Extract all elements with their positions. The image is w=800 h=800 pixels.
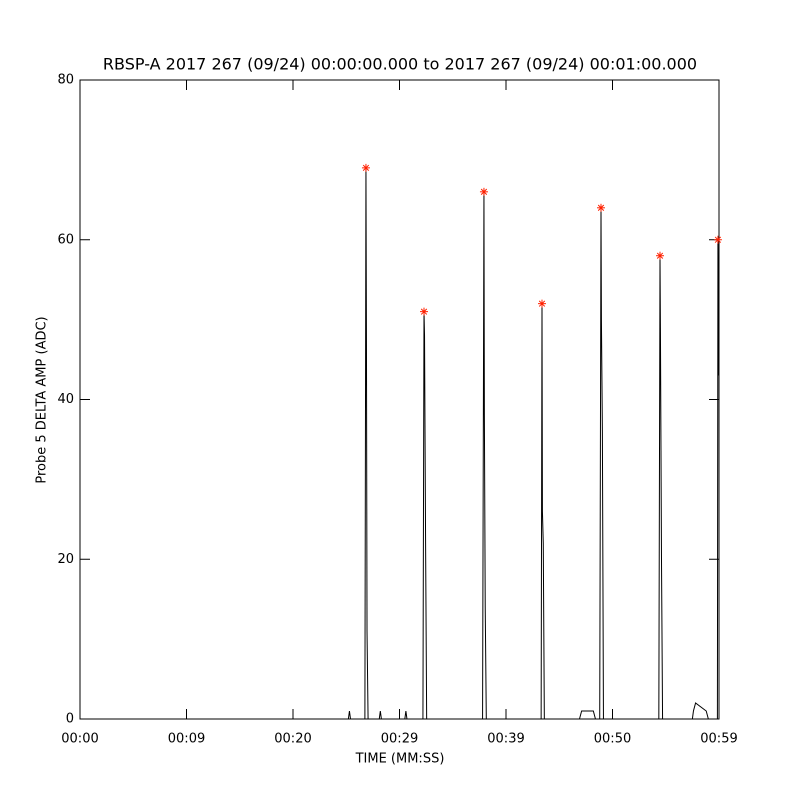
y-tick-label: 20 <box>57 552 74 567</box>
y-tick-label: 0 <box>66 712 74 727</box>
x-axis-label: TIME (MM:SS) <box>355 752 445 767</box>
x-tick-label: 00:59 <box>700 732 737 747</box>
marker-stroke <box>714 236 722 243</box>
x-tick-label: 00:20 <box>274 732 311 747</box>
plot-frame <box>79 79 720 720</box>
peak-marker <box>419 307 428 316</box>
marker-stroke <box>420 308 428 315</box>
marker-stroke <box>538 300 546 307</box>
marker-stroke <box>656 252 664 259</box>
marker-stroke <box>597 204 605 211</box>
x-tick-label: 00:50 <box>594 732 631 747</box>
peak-marker <box>479 187 488 196</box>
y-tick-label: 60 <box>57 232 74 247</box>
y-tick-label: 80 <box>57 73 74 88</box>
marker-stroke <box>362 164 370 172</box>
x-tick-label: 00:29 <box>381 732 418 747</box>
x-tick-label: 00:09 <box>168 732 205 747</box>
peak-marker <box>537 299 546 308</box>
x-tick-label: 00:39 <box>487 732 524 747</box>
peak-marker <box>596 203 605 212</box>
y-tick-label: 40 <box>57 392 74 407</box>
peak-marker <box>655 251 664 260</box>
y-axis-label: Probe 5 DELTA AMP (ADC) <box>35 316 50 483</box>
peak-marker <box>361 163 370 172</box>
peak-marker <box>713 235 722 244</box>
x-tick-label: 00:00 <box>61 732 98 747</box>
data-line <box>80 167 720 720</box>
marker-stroke <box>480 188 488 195</box>
chart-title: RBSP-A 2017 267 (09/24) 00:00:00.000 to … <box>103 55 697 74</box>
